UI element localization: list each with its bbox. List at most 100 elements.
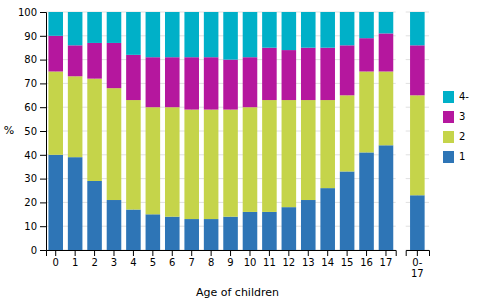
bars	[410, 12, 425, 250]
x-tick: 12	[282, 250, 295, 268]
bar	[48, 36, 63, 72]
bar	[184, 219, 199, 250]
x-tick-line	[55, 250, 56, 256]
y-tick: 90	[24, 31, 46, 42]
bar	[262, 48, 277, 100]
x-tick-line	[308, 250, 309, 256]
bar-series	[410, 45, 425, 95]
x-tick: 7	[189, 250, 195, 268]
legend-item: 4-	[443, 91, 469, 103]
bar	[301, 12, 316, 48]
x-tick: 11	[263, 250, 276, 268]
x-tick-line	[113, 250, 114, 256]
bar	[282, 100, 297, 207]
legend-label: 2	[459, 131, 465, 142]
y-tick-line	[40, 12, 46, 13]
y-tick: 10	[24, 221, 46, 232]
x-tick-label: 13	[302, 257, 315, 268]
bar	[184, 110, 199, 219]
bar	[223, 110, 238, 217]
bar	[107, 43, 122, 88]
y-tick-label: 80	[24, 54, 37, 65]
bar-series	[410, 195, 425, 250]
x-tick-label: 0	[53, 257, 59, 268]
bar	[340, 12, 355, 45]
x-tick: 0	[53, 250, 59, 268]
bar	[48, 12, 63, 36]
bar-series	[410, 12, 425, 45]
legend-label: 4-	[459, 91, 469, 102]
legend-swatch	[443, 111, 454, 123]
y-tick: 100	[18, 7, 46, 18]
bar	[243, 107, 258, 212]
y-tick-line	[40, 36, 46, 37]
x-tick: 3	[111, 250, 117, 268]
legend-label: 1	[459, 151, 465, 162]
x-tick-label: 14	[321, 257, 334, 268]
x-tick-label: 5	[150, 257, 156, 268]
bar	[282, 207, 297, 250]
x-tick-label: 4	[130, 257, 136, 268]
bar	[146, 57, 161, 107]
bar	[282, 50, 297, 100]
bar	[126, 100, 141, 209]
legend-item: 3	[443, 111, 465, 123]
bar	[340, 95, 355, 171]
bar	[204, 219, 219, 250]
x-tick-label: 1	[72, 257, 78, 268]
y-axis: 0102030405060708090100	[18, 7, 47, 256]
bar	[87, 181, 102, 250]
x-tick-line	[191, 250, 192, 256]
legend-swatch	[443, 151, 454, 163]
y-tick-line	[40, 60, 46, 61]
y-axis-line	[40, 13, 47, 251]
x-tick: 15	[341, 250, 354, 268]
y-tick-label: 50	[24, 126, 37, 137]
bar	[243, 12, 258, 57]
y-tick-label: 90	[24, 31, 37, 42]
x-tick-line	[417, 250, 418, 256]
bar	[262, 100, 277, 212]
bar	[68, 45, 83, 76]
x-tick-label: 11	[263, 257, 276, 268]
bar	[379, 33, 394, 71]
x-tick: 16	[360, 250, 373, 268]
bar	[359, 72, 374, 153]
bar	[126, 12, 141, 55]
y-tick-label: 20	[24, 197, 37, 208]
y-tick-line	[40, 250, 46, 251]
x-tick: 13	[302, 250, 315, 268]
x-tick-label: 12	[282, 257, 295, 268]
x-tick-label: 3	[111, 257, 117, 268]
panel: 0-17	[406, 12, 430, 279]
legend-swatch	[443, 91, 454, 103]
bar	[340, 171, 355, 250]
x-tick-label: 0-17	[411, 257, 424, 279]
bar	[48, 155, 63, 250]
bar	[165, 12, 180, 57]
bar	[165, 217, 180, 250]
x-tick-line	[347, 250, 348, 256]
y-tick-line	[40, 179, 46, 180]
bar	[282, 12, 297, 50]
x-tick-label: 2	[91, 257, 97, 268]
x-tick: 4	[130, 250, 136, 268]
bar	[87, 12, 102, 43]
x-axis-line	[406, 251, 429, 257]
bar	[320, 12, 335, 48]
bar	[320, 48, 335, 100]
bar	[68, 76, 83, 157]
x-tick: 6	[169, 250, 175, 268]
x-tick-line	[211, 250, 212, 256]
x-tick: 1	[72, 250, 78, 268]
bar	[48, 72, 63, 155]
x-tick-line	[152, 250, 153, 256]
x-tick-line	[230, 250, 231, 256]
bar	[204, 57, 219, 109]
y-tick-label: 10	[24, 221, 37, 232]
y-tick-label: 70	[24, 78, 37, 89]
x-tick-line	[366, 250, 367, 256]
x-axis: 01234567891011121314151617	[47, 250, 397, 268]
x-tick-line	[75, 250, 76, 256]
bar	[107, 200, 122, 250]
